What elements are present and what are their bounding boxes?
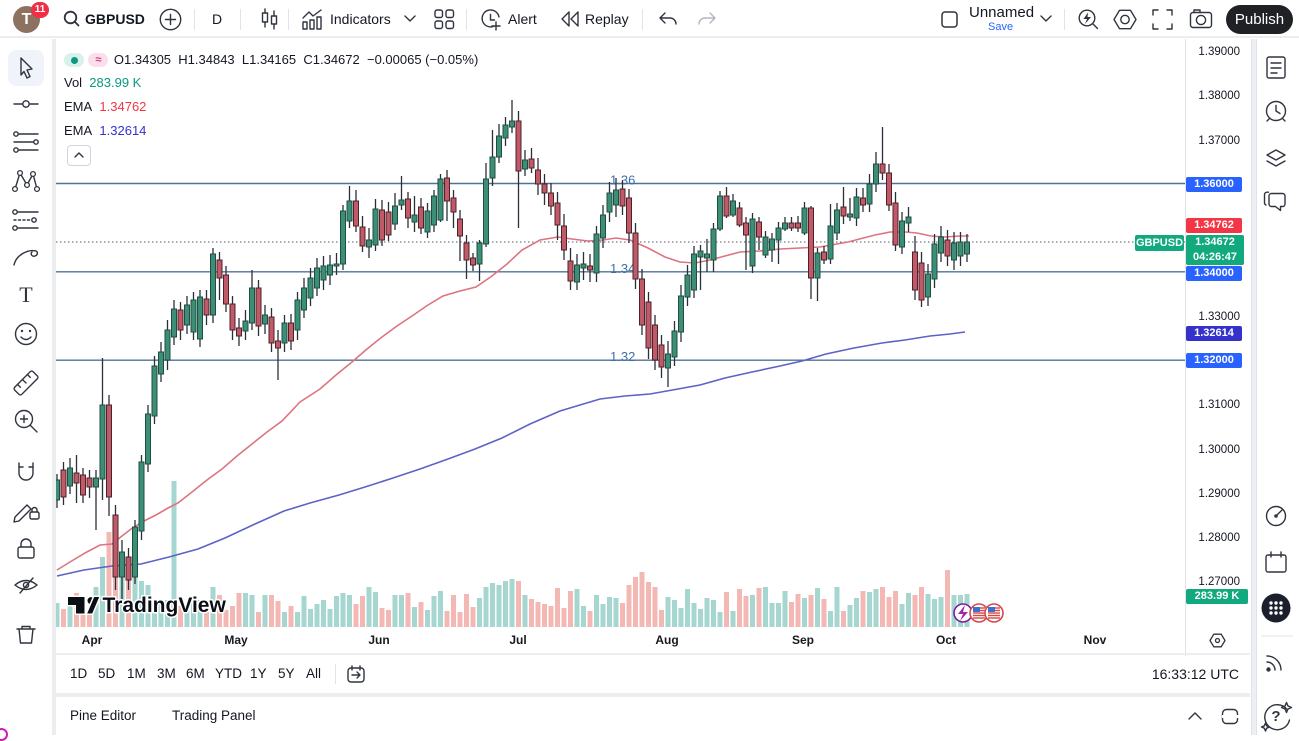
svg-text:May: May bbox=[224, 633, 248, 647]
svg-text:1.38000: 1.38000 bbox=[1198, 90, 1240, 102]
svg-text:1.29000: 1.29000 bbox=[1198, 488, 1240, 500]
svg-text:Aug: Aug bbox=[655, 633, 678, 647]
svg-text:1.30000: 1.30000 bbox=[1198, 444, 1240, 456]
svg-text:1.33000: 1.33000 bbox=[1198, 311, 1240, 323]
svg-text:1.34: 1.34 bbox=[610, 261, 635, 276]
svg-text:1.27000: 1.27000 bbox=[1198, 576, 1240, 588]
svg-text:1.37000: 1.37000 bbox=[1198, 135, 1240, 147]
svg-text:1.28000: 1.28000 bbox=[1198, 532, 1240, 544]
svg-text:Jun: Jun bbox=[368, 633, 389, 647]
svg-text:Jul: Jul bbox=[509, 633, 526, 647]
svg-text:T: T bbox=[19, 282, 33, 307]
svg-text:1.39000: 1.39000 bbox=[1198, 46, 1240, 58]
svg-text:Sep: Sep bbox=[792, 633, 814, 647]
svg-text:?: ? bbox=[1271, 708, 1280, 725]
svg-text:1.32: 1.32 bbox=[610, 349, 635, 364]
svg-text:Nov: Nov bbox=[1084, 633, 1107, 647]
svg-text:Apr: Apr bbox=[82, 633, 103, 647]
svg-text:1.31000: 1.31000 bbox=[1198, 399, 1240, 411]
svg-text:Oct: Oct bbox=[936, 633, 956, 647]
svg-text:TradingView: TradingView bbox=[103, 594, 227, 617]
